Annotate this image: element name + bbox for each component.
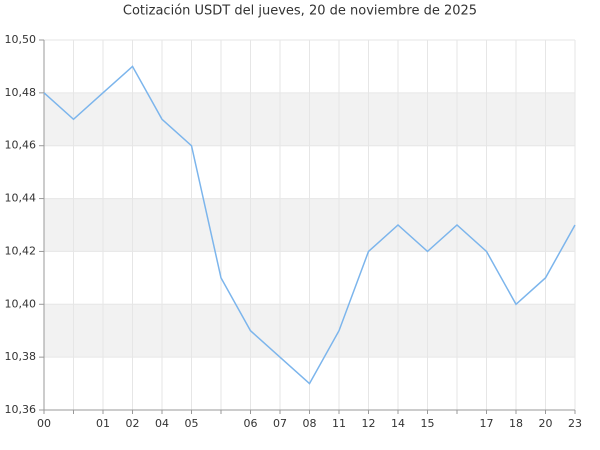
x-tick-label: 12 xyxy=(362,417,376,430)
line-series xyxy=(43,65,576,385)
y-tick-label: 10,50 xyxy=(5,33,37,46)
y-tick-label: 10,38 xyxy=(5,350,37,363)
x-tick-label: 04 xyxy=(155,417,169,430)
x-tick-label: 06 xyxy=(244,417,258,430)
chart-title: Cotización USDT del jueves, 20 de noviem… xyxy=(123,4,477,19)
x-tick-label: 01 xyxy=(96,417,110,430)
x-tick-label: 11 xyxy=(332,417,346,430)
x-tick-label: 20 xyxy=(539,417,553,430)
x-tick-label: 18 xyxy=(509,417,523,430)
y-tick-label: 10,46 xyxy=(5,139,37,152)
y-tick-label: 10,42 xyxy=(5,244,37,257)
x-tick-label: 05 xyxy=(185,417,199,430)
y-tick-label: 10,48 xyxy=(5,86,37,99)
x-tick-label: 00 xyxy=(37,417,51,430)
x-tick-label: 07 xyxy=(273,417,287,430)
x-tick-label: 08 xyxy=(303,417,317,430)
y-tick-label: 10,40 xyxy=(5,297,37,310)
x-tick-label: 14 xyxy=(391,417,405,430)
y-tick-label: 10,44 xyxy=(5,192,37,205)
x-tick-label: 23 xyxy=(568,417,582,430)
x-tick-label: 02 xyxy=(126,417,140,430)
x-tick-label: 15 xyxy=(421,417,435,430)
x-tick-label: 17 xyxy=(480,417,494,430)
y-tick-label: 10,36 xyxy=(5,403,37,416)
